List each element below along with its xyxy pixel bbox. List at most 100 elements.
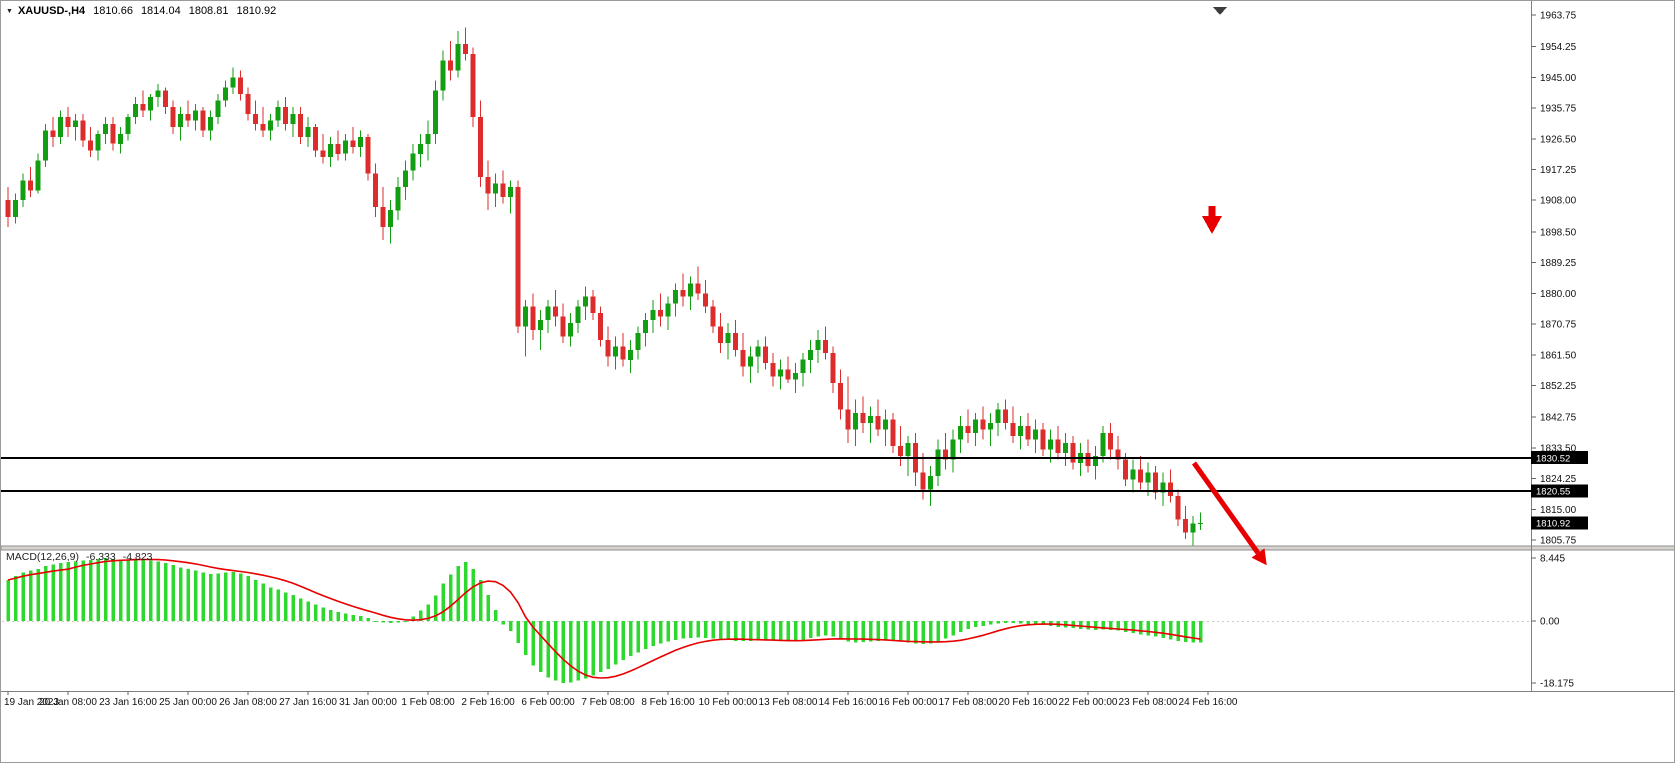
time-tick-label[interactable]: 10 Feb 00:00 [699, 697, 758, 708]
candle [688, 283, 693, 297]
time-tick-label[interactable]: 1 Feb 08:00 [401, 697, 455, 708]
candle [440, 60, 446, 91]
macd-bar [591, 621, 595, 676]
candle [88, 140, 93, 151]
time-tick-label[interactable]: 19 Jan 2023 [4, 697, 59, 708]
time-tick-label[interactable]: 27 Jan 16:00 [279, 697, 337, 708]
candle [515, 187, 521, 327]
time-tick-label[interactable]: 26 Jan 08:00 [219, 697, 277, 708]
time-tick-label[interactable]: 20 Feb 16:00 [999, 697, 1058, 708]
time-tick-label[interactable]: 23 Feb 08:00 [1119, 697, 1178, 708]
annotations-layer[interactable] [1191, 7, 1267, 566]
macd-bar [1101, 621, 1105, 630]
macd-bar [456, 565, 460, 621]
macd-bar [403, 621, 408, 622]
time-tick-label[interactable]: 8 Feb 16:00 [641, 697, 695, 708]
macd-bar [531, 621, 535, 666]
candle [170, 107, 176, 128]
candle [343, 140, 348, 154]
price-tick-label: 1852.25 [1540, 381, 1577, 392]
candle [1055, 439, 1061, 453]
macd-bar [741, 621, 745, 642]
candle [148, 97, 153, 111]
price-tick-label: 1908.00 [1540, 196, 1577, 207]
down-arrow-object[interactable] [1208, 206, 1216, 218]
candle [710, 306, 716, 327]
candle [1145, 472, 1151, 483]
macd-bar [1183, 621, 1188, 642]
trend-arrow-head-icon[interactable] [1251, 548, 1267, 566]
macd-tick-label: -18.175 [1540, 679, 1574, 690]
macd-bar [1161, 621, 1165, 639]
candle [470, 54, 476, 118]
macd-bar [186, 568, 190, 621]
trend-arrow-object[interactable] [1191, 461, 1261, 555]
macd-bar [621, 621, 625, 661]
time-tick-label[interactable]: 16 Feb 00:00 [879, 697, 938, 708]
time-tick-label[interactable]: 22 Feb 00:00 [1059, 697, 1118, 708]
time-tick-label[interactable]: 20 Jan 08:00 [39, 697, 97, 708]
macd-tick-label: 8.445 [1540, 554, 1565, 565]
candle [260, 123, 266, 131]
candle [508, 187, 513, 197]
time-tick-label[interactable]: 24 Feb 16:00 [1179, 697, 1238, 708]
horizontal-lines-layer[interactable] [1, 457, 1531, 492]
candle [1025, 426, 1031, 440]
time-tick-label[interactable]: 14 Feb 16:00 [819, 697, 878, 708]
candle [935, 449, 941, 477]
macd-bar [951, 621, 955, 636]
candle [418, 143, 423, 154]
macd-bar [823, 621, 828, 636]
candle [433, 90, 438, 134]
time-tick-label[interactable]: 25 Jan 00:00 [159, 697, 217, 708]
macd-bar [733, 621, 738, 641]
candle [1168, 482, 1173, 496]
macd-bar [891, 621, 895, 641]
candle [238, 77, 243, 94]
down-arrow-head-icon[interactable] [1202, 216, 1222, 234]
candle [380, 206, 386, 227]
candle [523, 306, 528, 327]
macd-bar [96, 559, 100, 621]
candle [328, 143, 333, 158]
macd-bar [1138, 621, 1143, 635]
time-tick-label[interactable]: 6 Feb 00:00 [521, 697, 575, 708]
macd-bar [178, 567, 183, 621]
macd-bar [1078, 621, 1083, 629]
macd-bar [958, 621, 963, 632]
candle [838, 383, 843, 410]
macd-bar [973, 621, 978, 628]
price-tick-label: 1815.00 [1540, 505, 1577, 516]
symbol-menu-icon[interactable]: ▼ [6, 7, 13, 15]
time-tick-label[interactable]: 17 Feb 08:00 [939, 697, 998, 708]
macd-bar [441, 583, 445, 621]
macd-bar [868, 621, 873, 642]
candle [35, 160, 41, 191]
macd-bar [486, 594, 490, 621]
time-tick-label[interactable]: 2 Feb 16:00 [461, 697, 515, 708]
price-axis[interactable]: 1963.75 1954.25 1945.00 1935.75 1926.50 1917.… [1531, 1, 1577, 691]
macd-bar [73, 561, 78, 621]
candle [28, 180, 33, 191]
macd-indicator-label: MACD(12,26,9) [6, 551, 79, 563]
chart-header: ▼ XAUUSD-,H4 1810.66 1814.04 1808.81 181… [6, 5, 276, 17]
time-tick-label[interactable]: 13 Feb 08:00 [759, 697, 818, 708]
candle [410, 153, 416, 171]
candle [103, 123, 108, 134]
macd-bar [628, 621, 633, 657]
macd-axis[interactable]: 8.445 0.00 -18.175 [1531, 554, 1574, 690]
candle [740, 349, 746, 367]
candle [680, 290, 686, 297]
candle [155, 90, 161, 98]
ohlc-high: 1814.04 [140, 5, 181, 17]
time-tick-label[interactable]: 7 Feb 08:00 [581, 697, 635, 708]
macd-bar [936, 621, 940, 642]
time-tick-label[interactable]: 23 Jan 16:00 [99, 697, 157, 708]
candle [1138, 469, 1143, 483]
time-tick-label[interactable]: 31 Jan 00:00 [339, 697, 397, 708]
panel-dividers[interactable] [1, 545, 1675, 692]
panel-divider[interactable] [1, 545, 1675, 551]
price-tags-layer: 1830.52 1820.55 1810.92 [1531, 451, 1588, 530]
